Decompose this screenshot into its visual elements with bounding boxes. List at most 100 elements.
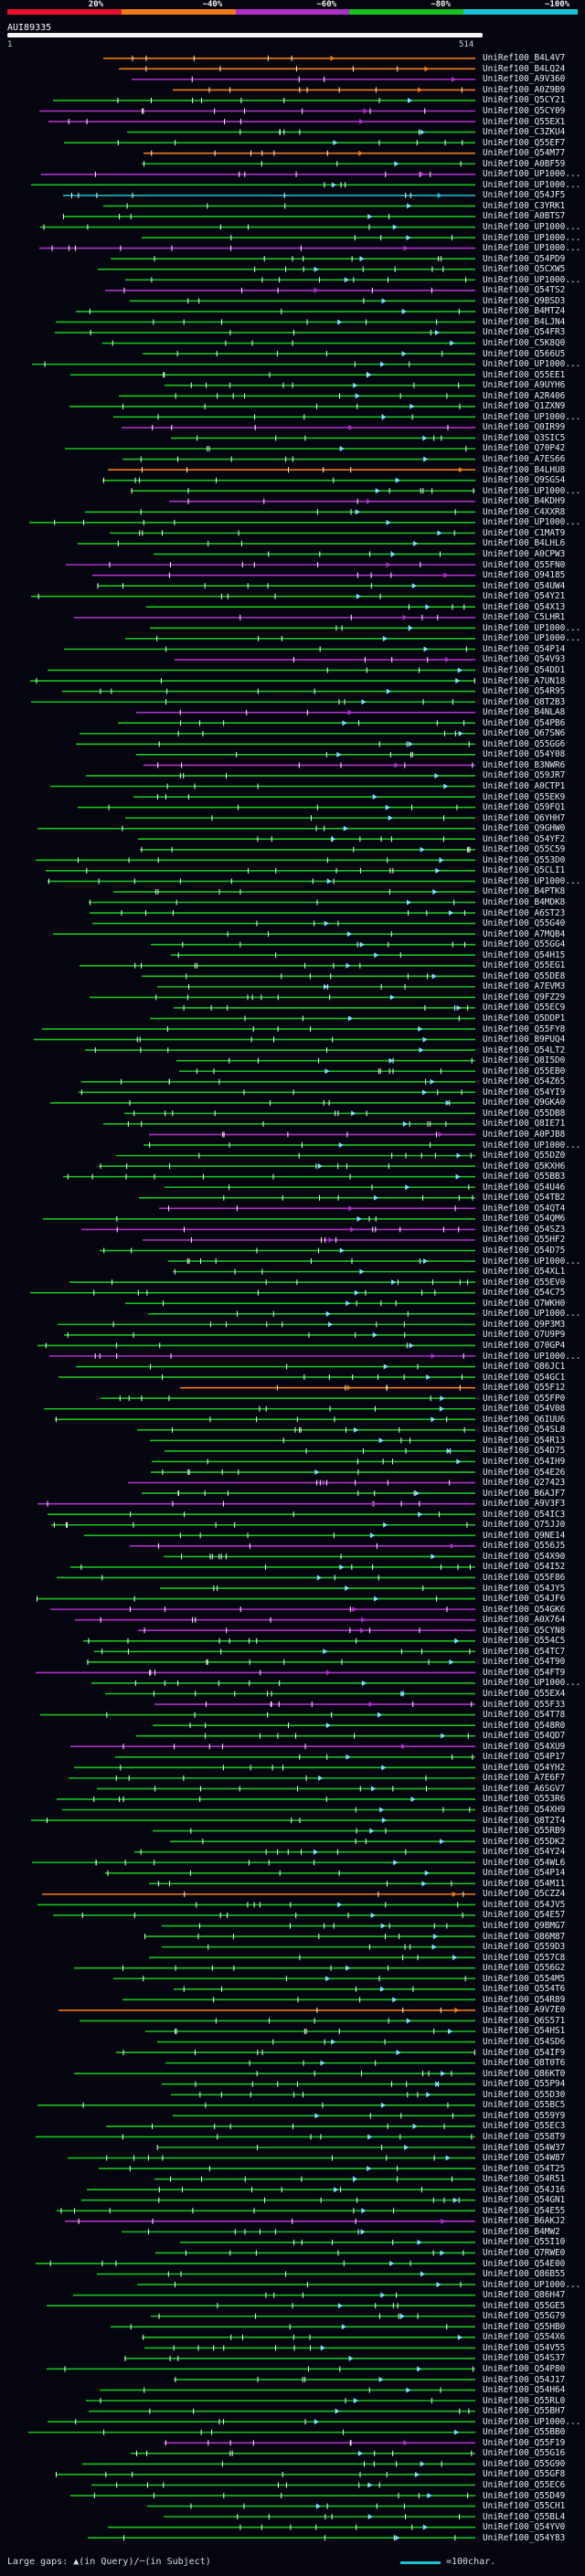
hit-label[interactable]: UniRef100_B4L4V7	[483, 53, 566, 64]
hit-label[interactable]: UniRef100_UP1000...	[483, 411, 581, 422]
hit-label[interactable]: UniRef100_B4LJN4	[483, 316, 566, 327]
hit-label[interactable]: UniRef100_UP1000...	[483, 2416, 581, 2427]
hit-label[interactable]: UniRef100_Q9NE14	[483, 1530, 566, 1541]
hit-label[interactable]: UniRef100_Q9BMG7	[483, 1921, 566, 1932]
hit-label[interactable]: UniRef100_Q86H47	[483, 2290, 566, 2301]
hit-label[interactable]: UniRef100_B6AKJ2	[483, 2216, 566, 2227]
hit-label[interactable]: UniRef100_Q54P80	[483, 2363, 566, 2374]
hit-label[interactable]: UniRef100_Q55FP0	[483, 1393, 566, 1404]
hit-label[interactable]: UniRef100_Q5CZZ4	[483, 1889, 566, 1900]
hit-label[interactable]: UniRef100_Q556J5	[483, 1541, 566, 1552]
hit-label[interactable]: UniRef100_Q54PB6	[483, 717, 566, 728]
hit-label[interactable]: UniRef100_Q54JF6	[483, 1594, 566, 1605]
hit-label[interactable]: UniRef100_Q86KT0	[483, 2068, 566, 2079]
hit-label[interactable]: UniRef100_A0Z9B9	[483, 84, 566, 95]
hit-label[interactable]: UniRef100_C4XXR8	[483, 506, 566, 517]
hit-label[interactable]: UniRef100_UP1000...	[483, 875, 581, 886]
hit-label[interactable]: UniRef100_Q55EE1	[483, 369, 566, 380]
hit-label[interactable]: UniRef100_B4NLA8	[483, 707, 566, 718]
hit-label[interactable]: UniRef100_Q59JR7	[483, 770, 566, 781]
hit-label[interactable]: UniRef100_Q54SD6	[483, 2037, 566, 2048]
hit-label[interactable]: UniRef100_Q55EK9	[483, 791, 566, 802]
hit-label[interactable]: UniRef100_Q54S37	[483, 2353, 566, 2364]
hit-label[interactable]: UniRef100_Q54YF2	[483, 833, 566, 844]
hit-label[interactable]: UniRef100_Q553R6	[483, 1794, 566, 1805]
hit-label[interactable]: UniRef100_UP1000...	[483, 633, 581, 644]
hit-label[interactable]: UniRef100_Q55F12	[483, 1383, 566, 1394]
hit-label[interactable]: UniRef100_Q566U5	[483, 348, 566, 359]
hit-label[interactable]: UniRef100_UP1000...	[483, 2279, 581, 2290]
hit-label[interactable]: UniRef100_A2R406	[483, 390, 566, 401]
hit-label[interactable]: UniRef100_Q6S571	[483, 2015, 566, 2026]
hit-label[interactable]: UniRef100_Q54M77	[483, 148, 566, 159]
hit-label[interactable]: UniRef100_Q55BH7	[483, 2406, 566, 2417]
hit-label[interactable]: UniRef100_Q6IUU6	[483, 1414, 566, 1425]
hit-label[interactable]: UniRef100_Q55EV0	[483, 1277, 566, 1288]
hit-label[interactable]: UniRef100_Q86B55	[483, 2269, 566, 2280]
hit-label[interactable]: UniRef100_B4MTZ4	[483, 306, 566, 317]
hit-label[interactable]: UniRef100_Q55D30	[483, 2089, 566, 2100]
hit-label[interactable]: UniRef100_Q55I10	[483, 2237, 566, 2248]
hit-label[interactable]: UniRef100_Q55F19	[483, 2437, 566, 2448]
hit-label[interactable]: UniRef100_A7UN18	[483, 675, 566, 686]
hit-label[interactable]: UniRef100_Q54X90	[483, 1551, 566, 1562]
hit-label[interactable]: UniRef100_Q0IR99	[483, 422, 566, 433]
hit-label[interactable]: UniRef100_Q54Y24	[483, 1847, 566, 1858]
hit-label[interactable]: UniRef100_B9PUQ4	[483, 1034, 566, 1045]
hit-label[interactable]: UniRef100_Q54M11	[483, 1878, 566, 1889]
hit-label[interactable]: UniRef100_Q54Y08	[483, 749, 566, 760]
hit-label[interactable]: UniRef100_Q54WL6	[483, 1857, 566, 1868]
hit-label[interactable]: UniRef100_Q55GE5	[483, 2300, 566, 2311]
hit-label[interactable]: UniRef100_UP1000...	[483, 232, 581, 243]
hit-label[interactable]: UniRef100_Q54X13	[483, 601, 566, 612]
hit-label[interactable]: UniRef100_B4LHU8	[483, 464, 566, 475]
hit-label[interactable]: UniRef100_Q54H15	[483, 949, 566, 960]
hit-label[interactable]: UniRef100_A0CTP1	[483, 780, 566, 791]
hit-label[interactable]: UniRef100_Q54J17	[483, 2374, 566, 2385]
hit-label[interactable]: UniRef100_B4LHL6	[483, 538, 566, 549]
hit-label[interactable]: UniRef100_UP1000...	[483, 485, 581, 496]
hit-label[interactable]: UniRef100_Q54R95	[483, 686, 566, 697]
hit-label[interactable]: UniRef100_Q54FR3	[483, 327, 566, 338]
hit-label[interactable]: UniRef100_Q54IC3	[483, 1509, 566, 1520]
hit-label[interactable]: UniRef100_Q55RL0	[483, 2395, 566, 2406]
hit-label[interactable]: UniRef100_Q54R89	[483, 1994, 566, 2005]
hit-label[interactable]: UniRef100_Q5CY21	[483, 95, 566, 106]
hit-label[interactable]: UniRef100_A9V360	[483, 74, 566, 85]
hit-label[interactable]: UniRef100_Q54H64	[483, 2385, 566, 2396]
hit-label[interactable]: UniRef100_A0BF59	[483, 158, 566, 169]
hit-label[interactable]: UniRef100_Q55EC9	[483, 1002, 566, 1013]
hit-label[interactable]: UniRef100_A9UYH6	[483, 380, 566, 391]
hit-label[interactable]: UniRef100_Q94185	[483, 570, 566, 581]
hit-label[interactable]: UniRef100_Q54GC1	[483, 1372, 566, 1383]
hit-label[interactable]: UniRef100_Q70P42	[483, 443, 566, 454]
hit-label[interactable]: UniRef100_Q55P94	[483, 2079, 566, 2090]
hit-label[interactable]: UniRef100_Q54PD9	[483, 253, 566, 264]
hit-label[interactable]: UniRef100_B6AJF7	[483, 1488, 566, 1499]
hit-label[interactable]: UniRef100_Q55RB9	[483, 1826, 566, 1837]
hit-label[interactable]: UniRef100_A6SGV7	[483, 1783, 566, 1794]
hit-label[interactable]: UniRef100_Q54I52	[483, 1562, 566, 1573]
hit-label[interactable]: UniRef100_Q55EC6	[483, 2479, 566, 2490]
hit-label[interactable]: UniRef100_Q55G90	[483, 2458, 566, 2469]
hit-label[interactable]: UniRef100_Q54QD7	[483, 1731, 566, 1742]
hit-label[interactable]: UniRef100_Q54V55	[483, 2342, 566, 2353]
hit-label[interactable]: UniRef100_Q54Y83	[483, 2532, 566, 2543]
hit-label[interactable]: UniRef100_Q54R13	[483, 1435, 566, 1446]
hit-label[interactable]: UniRef100_Q5DDP1	[483, 1013, 566, 1023]
hit-label[interactable]: UniRef100_UP1000...	[483, 1309, 581, 1320]
hit-label[interactable]: UniRef100_Q9FZ29	[483, 991, 566, 1002]
hit-label[interactable]: UniRef100_Q5CLI1	[483, 865, 566, 876]
hit-label[interactable]: UniRef100_Q54V08	[483, 1404, 566, 1415]
hit-label[interactable]: UniRef100_Q8IE71	[483, 1118, 566, 1129]
hit-label[interactable]: UniRef100_Q55EB0	[483, 1065, 566, 1076]
hit-label[interactable]: UniRef100_Q54Z65	[483, 1076, 566, 1087]
hit-label[interactable]: UniRef100_Q554X6	[483, 2332, 566, 2343]
hit-label[interactable]: UniRef100_Q6YHH7	[483, 812, 566, 823]
hit-label[interactable]: UniRef100_Q54QT4	[483, 1203, 566, 1214]
hit-label[interactable]: UniRef100_Q54E55	[483, 2205, 566, 2216]
hit-label[interactable]: UniRef100_Q55BB0	[483, 2427, 566, 2438]
hit-label[interactable]: UniRef100_Q54YI9	[483, 1087, 566, 1097]
hit-label[interactable]: UniRef100_C5K8Q0	[483, 338, 566, 349]
hit-label[interactable]: UniRef100_Q54UW4	[483, 580, 566, 591]
